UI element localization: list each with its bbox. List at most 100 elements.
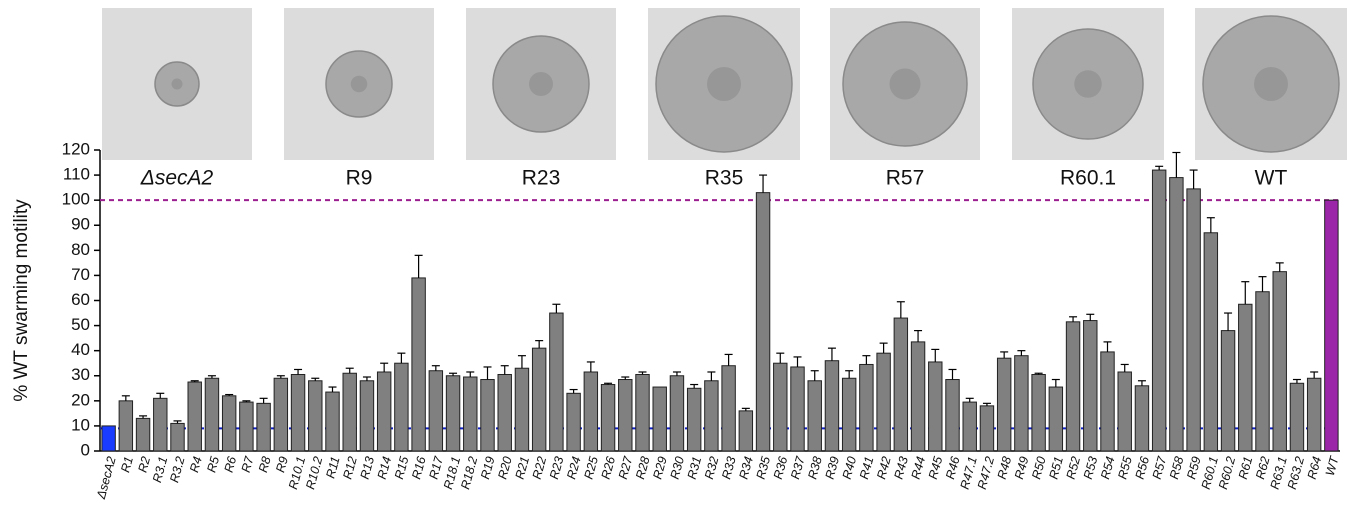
image-label: R35: [705, 167, 744, 190]
bar: [187, 381, 202, 452]
bar: [1255, 291, 1270, 452]
error-bar: [569, 388, 578, 394]
error-bar: [1017, 350, 1026, 356]
bar: [394, 362, 409, 452]
x-tick-label: R29: [650, 455, 669, 481]
image-label: R9: [346, 167, 373, 190]
image-label: R23: [522, 167, 561, 190]
bar: [1083, 320, 1098, 452]
error-bar: [1051, 378, 1060, 388]
bar: [755, 192, 771, 452]
error-bar: [759, 174, 768, 193]
bar: [1169, 177, 1184, 452]
x-tick-label: R51: [1046, 455, 1065, 481]
error-bar: [1206, 217, 1215, 233]
y-tick-label: 100: [62, 190, 90, 209]
bar: [1186, 188, 1201, 452]
x-tick-label: R45: [926, 455, 945, 481]
error-bar: [1258, 276, 1267, 292]
error-bar: [121, 395, 130, 401]
x-tick-label: R15: [392, 455, 411, 481]
colony-center: [350, 75, 368, 93]
bar: [273, 377, 289, 452]
x-tick-label: R38: [805, 455, 824, 481]
x-tick-label: R16: [409, 455, 428, 481]
x-tick-label: R13: [358, 455, 377, 481]
error-bar: [483, 366, 492, 380]
x-tick-label: R61: [1236, 455, 1255, 481]
plate-image: [830, 8, 980, 160]
bar: [704, 380, 719, 452]
error-bar: [965, 397, 974, 403]
bar: [962, 401, 977, 452]
error-bar: [707, 371, 716, 381]
error-bar: [741, 407, 750, 411]
x-tick-label: R43: [891, 455, 910, 481]
bar: [325, 391, 340, 452]
error-bar: [776, 352, 785, 364]
x-tick-label: R46: [943, 455, 962, 481]
x-tick-label: R31: [685, 455, 704, 481]
error-bar: [879, 342, 888, 354]
x-tick-label: R58: [1167, 455, 1186, 481]
error-bar: [190, 380, 199, 383]
error-bar: [1137, 380, 1146, 386]
x-tick-label: R42: [874, 455, 893, 481]
x-tick-label: R39: [823, 455, 842, 481]
bar: [928, 361, 943, 452]
error-bar: [259, 397, 268, 404]
y-tick-label: 80: [71, 240, 90, 259]
bar: [118, 400, 134, 452]
bar: [1134, 385, 1150, 452]
y-axis-label: % WT swarming motility: [11, 199, 32, 402]
error-bar: [914, 330, 923, 342]
x-tick-label: R30: [668, 455, 687, 481]
bar: [256, 402, 271, 452]
bar: [600, 384, 616, 452]
x-tick-label: R12: [340, 455, 359, 481]
bar: [996, 357, 1012, 452]
y-tick-label: 110: [63, 165, 90, 184]
bar: [583, 371, 599, 452]
error-bar: [1224, 312, 1233, 331]
error-bar: [827, 347, 836, 361]
error-bar: [173, 420, 182, 424]
y-tick-label: 120: [62, 139, 90, 158]
error-bar: [449, 372, 458, 376]
error-bar: [1189, 169, 1198, 189]
x-tick-label: R25: [581, 455, 600, 481]
error-bar: [1292, 378, 1301, 384]
error-bar: [225, 393, 234, 396]
plate-image: [284, 8, 434, 160]
x-tick-label: R54: [1098, 455, 1117, 481]
error-bar: [156, 392, 165, 399]
colony-center: [1074, 70, 1102, 98]
bar: [221, 395, 237, 452]
x-tick-label: R50: [1029, 455, 1048, 481]
error-bar: [724, 353, 733, 366]
error-bar: [604, 382, 613, 385]
bar: [153, 397, 168, 452]
x-tick-label: R20: [495, 455, 514, 481]
x-tick-label: R6: [222, 455, 240, 474]
error-bar: [1086, 313, 1095, 321]
bar: [514, 367, 530, 452]
error-bar: [397, 352, 406, 364]
error-bar: [621, 376, 630, 380]
bar: [618, 379, 633, 452]
error-bar: [1172, 151, 1181, 178]
bar: [910, 341, 926, 452]
error-bar: [1275, 262, 1284, 272]
bar: [1117, 371, 1132, 452]
x-tick-label: R40: [840, 455, 859, 481]
error-bar: [1034, 372, 1043, 375]
error-bar: [1103, 341, 1112, 352]
x-tick-label: R52: [1064, 455, 1083, 481]
x-tick-label: R21: [513, 455, 532, 481]
x-tick-label: R41: [857, 455, 876, 481]
bar: [807, 380, 822, 452]
error-bar: [982, 402, 991, 406]
y-tick-label: 70: [71, 265, 90, 284]
bar: [841, 377, 857, 452]
x-tick-label: R44: [909, 455, 928, 481]
